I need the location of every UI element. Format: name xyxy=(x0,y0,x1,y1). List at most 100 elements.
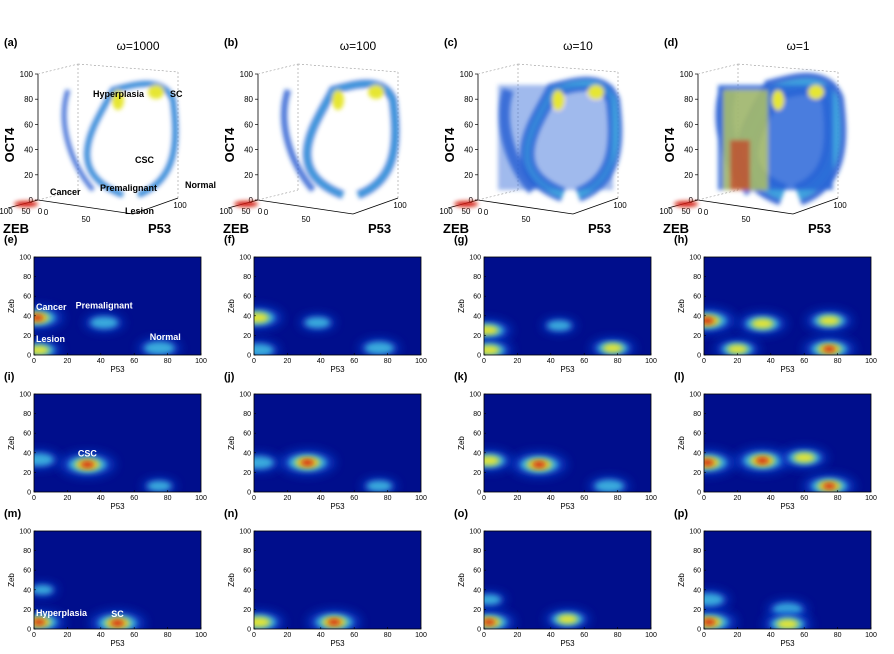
y-tick-label: 60 xyxy=(23,294,31,301)
zeb-tick-label: 50 xyxy=(462,207,471,216)
p53-tick-label: 100 xyxy=(393,201,407,210)
density-peak xyxy=(307,609,362,629)
y-tick-label: 0 xyxy=(697,353,701,360)
x-tick-label: 80 xyxy=(164,495,172,502)
x-tick-label: 0 xyxy=(32,358,36,365)
density-peak xyxy=(137,338,181,355)
density-peak xyxy=(484,591,507,608)
y-tick-label: 0 xyxy=(27,627,31,634)
y-axis-name: Zeb xyxy=(7,299,16,313)
z-tick-label: 60 xyxy=(684,120,693,129)
y-tick-label: 20 xyxy=(473,470,481,477)
p53-tick-label: 50 xyxy=(742,215,751,224)
panel-label: (b) xyxy=(224,37,238,49)
y-axis-name: Zeb xyxy=(457,436,466,450)
density-peak xyxy=(704,590,730,609)
x-tick-label: 100 xyxy=(195,358,207,365)
p53-tick-label: 50 xyxy=(82,215,91,224)
x-tick-label: 100 xyxy=(865,632,877,639)
panel-2d-k: (k) 0 20 40 60 80 100 0 20 40 60 80 100 P53 Zeb xyxy=(454,371,657,511)
y-tick-label: 0 xyxy=(477,490,481,497)
annotation-csc: CSC xyxy=(135,155,155,165)
panel-label: (n) xyxy=(224,508,238,520)
y-tick-label: 80 xyxy=(23,274,31,281)
heatmap xyxy=(704,447,856,492)
y-tick-label: 100 xyxy=(239,392,251,399)
density-peak xyxy=(805,310,853,332)
density-peak xyxy=(588,476,631,492)
x-tick-label: 0 xyxy=(702,358,706,365)
top-edge xyxy=(697,63,739,75)
x-tick-label: 80 xyxy=(164,358,172,365)
plot-frame xyxy=(253,530,422,630)
p53-tick-label: 0 xyxy=(44,208,49,217)
x-tick-label: 80 xyxy=(164,632,172,639)
density-peak xyxy=(714,338,760,355)
p53-tick-label: 100 xyxy=(173,201,187,210)
x-tick-label: 40 xyxy=(767,358,775,365)
y-tick-label: 20 xyxy=(23,607,31,614)
x-axis-name: P53 xyxy=(110,365,125,374)
x-tick-label: 60 xyxy=(580,495,588,502)
x-tick-label: 80 xyxy=(614,495,622,502)
top-edge-right xyxy=(77,63,179,73)
x-tick-label: 40 xyxy=(767,632,775,639)
density-peak xyxy=(254,610,285,629)
density-peak xyxy=(734,448,791,474)
z-tick-label: 20 xyxy=(684,171,693,180)
floor-edge xyxy=(132,197,179,215)
zeb-tick-label: 100 xyxy=(439,207,453,216)
panel-2d-j: (j) 0 20 40 60 80 100 0 20 40 60 80 100 P53 Zeb xyxy=(224,371,427,511)
panels-2d: (e) 0 20 40 60 80 100 0 20 40 60 80 100 P53 Zeb Cancer P… xyxy=(4,234,877,648)
panel-2d-p: (p) 0 20 40 60 80 100 0 20 40 60 80 100 P53 Zeb xyxy=(674,508,877,648)
plot-frame xyxy=(483,256,652,356)
top-edge xyxy=(257,63,299,75)
heatmap-background xyxy=(254,394,421,492)
plot-frame xyxy=(483,393,652,493)
density-peak xyxy=(34,450,60,470)
panel-2d-f: (f) 0 20 40 60 80 100 0 20 40 60 80 100 P53 Zeb xyxy=(224,234,427,374)
heatmap-background xyxy=(484,394,651,492)
y-axis-name: Zeb xyxy=(677,573,686,587)
z-tick-label: 60 xyxy=(244,120,253,129)
x-tick-label: 100 xyxy=(865,358,877,365)
panel-label: (p) xyxy=(674,508,688,520)
y-tick-label: 80 xyxy=(243,411,251,418)
annotation-sc: SC xyxy=(170,89,183,99)
x-tick-label: 100 xyxy=(645,632,657,639)
panel-title: ω=10 xyxy=(563,39,593,53)
x-axis-name: ZEB xyxy=(663,221,689,236)
panel-label: (i) xyxy=(4,371,15,383)
x-axis-name: ZEB xyxy=(223,221,249,236)
z-tick-label: 80 xyxy=(464,95,473,104)
y-axis-name: Zeb xyxy=(677,299,686,313)
y-tick-label: 40 xyxy=(23,313,31,320)
annotation-cancer: Cancer xyxy=(50,187,81,197)
x-axis-name: ZEB xyxy=(3,221,29,236)
y-tick-label: 40 xyxy=(473,313,481,320)
x-tick-label: 0 xyxy=(482,632,486,639)
density-peak xyxy=(254,340,280,355)
x-tick-label: 60 xyxy=(350,358,358,365)
z-tick-label: 40 xyxy=(24,146,33,155)
zeb-tick-label: 50 xyxy=(682,207,691,216)
heatmap xyxy=(34,582,146,629)
plot-frame xyxy=(33,256,202,356)
zeb-tick-label: 100 xyxy=(219,207,233,216)
y-tick-label: 20 xyxy=(243,607,251,614)
y-tick-label: 80 xyxy=(23,548,31,555)
x-axis-name: ZEB xyxy=(443,221,469,236)
density-peak xyxy=(254,453,280,472)
x-tick-label: 60 xyxy=(800,358,808,365)
x-tick-label: 40 xyxy=(97,632,105,639)
plot-frame xyxy=(33,393,202,493)
y-tick-label: 80 xyxy=(473,548,481,555)
density-peak xyxy=(361,477,398,492)
z-axis-name: OCT4 xyxy=(442,127,457,162)
y-tick-label: 40 xyxy=(243,450,251,457)
x-tick-label: 40 xyxy=(547,495,555,502)
y-tick-label: 100 xyxy=(469,255,481,262)
floor-edge xyxy=(352,197,399,215)
